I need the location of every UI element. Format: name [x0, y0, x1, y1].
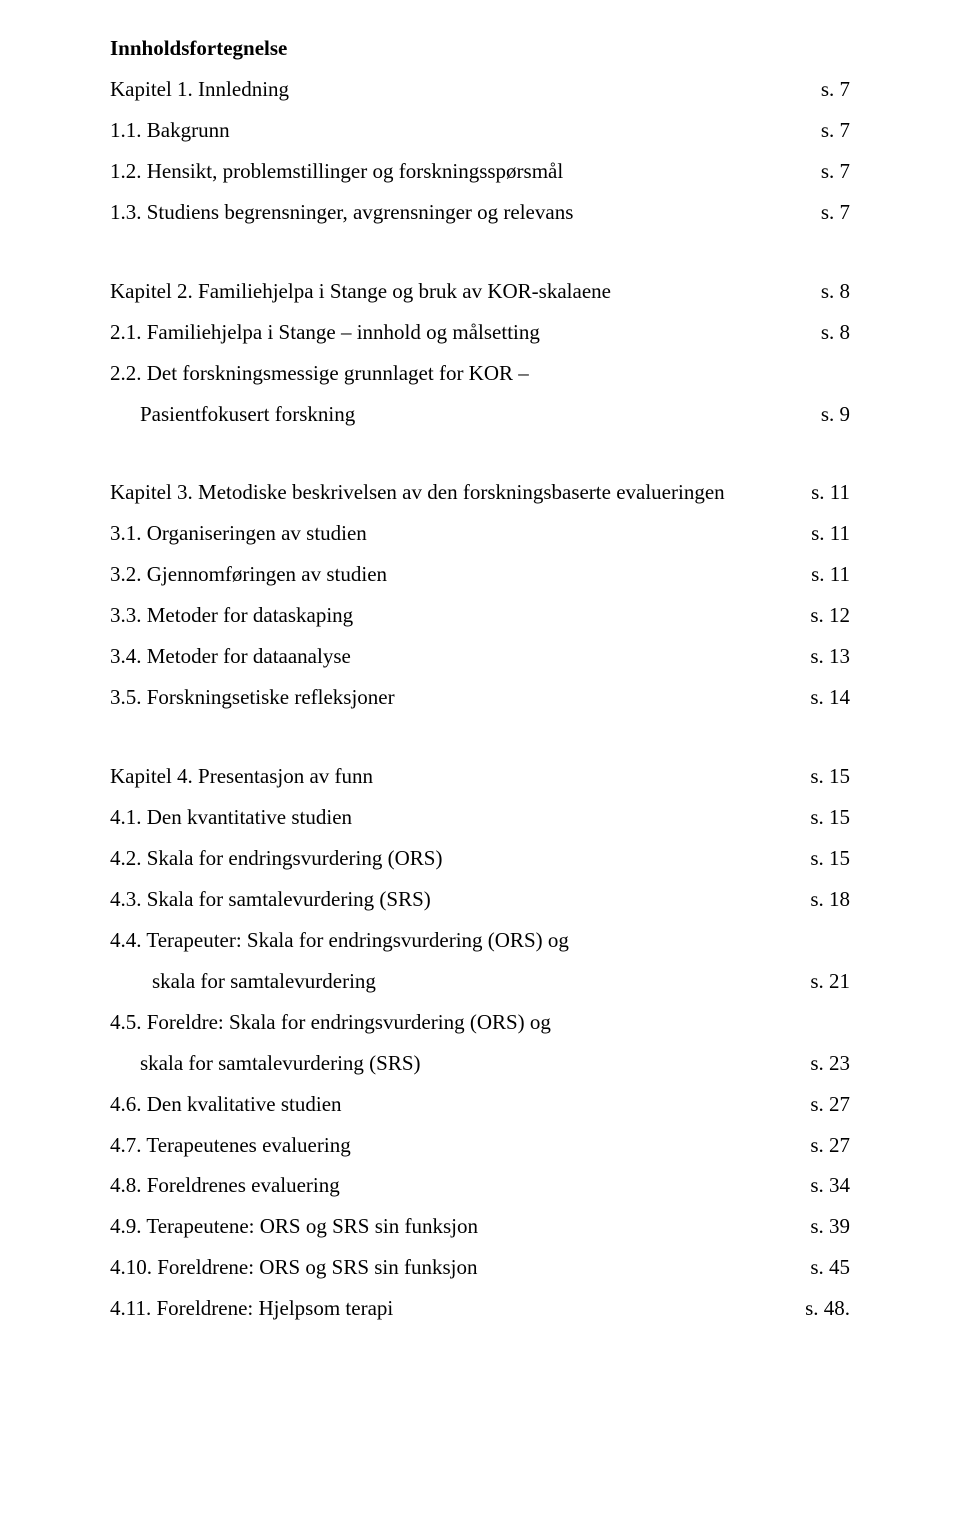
toc-page: s. 11: [811, 513, 850, 554]
toc-row: 4.3. Skala for samtalevurdering (SRS) s.…: [110, 879, 850, 920]
toc-row: 4.10. Foreldrene: ORS og SRS sin funksjo…: [110, 1247, 850, 1288]
toc-label: Kapitel 3. Metodiske beskrivelsen av den…: [110, 472, 811, 513]
toc-page: s. 9: [821, 394, 850, 435]
toc-row: 3.4. Metoder for dataanalyse s. 13: [110, 636, 850, 677]
toc-row: 3.3. Metoder for dataskaping s. 12: [110, 595, 850, 636]
toc-section-3: Kapitel 3. Metodiske beskrivelsen av den…: [110, 472, 850, 718]
toc-row: 4.11. Foreldrene: Hjelpsom terapi s. 48.: [110, 1288, 850, 1329]
toc-row: 4.1. Den kvantitative studien s. 15: [110, 797, 850, 838]
toc-row: 1.2. Hensikt, problemstillinger og forsk…: [110, 151, 850, 192]
toc-page: s. 45: [810, 1247, 850, 1288]
toc-label: 4.6. Den kvalitative studien: [110, 1084, 810, 1125]
toc-row: Kapitel 1. Innledning s. 7: [110, 69, 850, 110]
toc-label: 3.3. Metoder for dataskaping: [110, 595, 810, 636]
toc-label: 4.11. Foreldrene: Hjelpsom terapi: [110, 1288, 805, 1329]
toc-page: s. 48.: [805, 1288, 850, 1329]
toc-label: 4.8. Foreldrenes evaluering: [110, 1165, 810, 1206]
toc-page: s. 15: [810, 797, 850, 838]
toc-label: Kapitel 4. Presentasjon av funn: [110, 756, 810, 797]
toc-row: 3.1. Organiseringen av studien s. 11: [110, 513, 850, 554]
toc-label: 1.3. Studiens begrensninger, avgrensning…: [110, 192, 821, 233]
toc-page: s. 27: [810, 1125, 850, 1166]
toc-section-4: Kapitel 4. Presentasjon av funn s. 15 4.…: [110, 756, 850, 1329]
toc-label: Kapitel 2. Familiehjelpa i Stange og bru…: [110, 271, 821, 312]
toc-row: 4.2. Skala for endringsvurdering (ORS) s…: [110, 838, 850, 879]
toc-row: 4.9. Terapeutene: ORS og SRS sin funksjo…: [110, 1206, 850, 1247]
toc-label: 2.1. Familiehjelpa i Stange – innhold og…: [110, 312, 821, 353]
toc-label: 4.2. Skala for endringsvurdering (ORS): [110, 838, 810, 879]
toc-title: Innholdsfortegnelse: [110, 28, 850, 69]
toc-page: s. 14: [810, 677, 850, 718]
toc-row: Kapitel 3. Metodiske beskrivelsen av den…: [110, 472, 850, 513]
toc-page: s. 21: [810, 961, 850, 1002]
toc-page: s. 15: [810, 838, 850, 879]
toc-page: s. 11: [811, 472, 850, 513]
toc-label: skala for samtalevurdering: [110, 961, 810, 1002]
toc-page: s. 15: [810, 756, 850, 797]
document-page: Innholdsfortegnelse Kapitel 1. Innlednin…: [0, 0, 960, 1516]
toc-page: s. 7: [821, 151, 850, 192]
toc-label: 3.2. Gjennomføringen av studien: [110, 554, 811, 595]
toc-row: Kapitel 2. Familiehjelpa i Stange og bru…: [110, 271, 850, 312]
toc-row: 4.8. Foreldrenes evaluering s. 34: [110, 1165, 850, 1206]
toc-row: 4.5. Foreldre: Skala for endringsvurderi…: [110, 1002, 850, 1043]
toc-label: 4.1. Den kvantitative studien: [110, 797, 810, 838]
toc-row: skala for samtalevurdering (SRS) s. 23: [110, 1043, 850, 1084]
toc-row: 2.2. Det forskningsmessige grunnlaget fo…: [110, 353, 850, 394]
toc-page: s. 7: [821, 110, 850, 151]
toc-label: 4.5. Foreldre: Skala for endringsvurderi…: [110, 1002, 850, 1043]
toc-page: s. 39: [810, 1206, 850, 1247]
toc-label: 4.10. Foreldrene: ORS og SRS sin funksjo…: [110, 1247, 810, 1288]
toc-page: s. 7: [821, 192, 850, 233]
toc-row: Pasientfokusert forskning s. 9: [110, 394, 850, 435]
toc-row: Kapitel 4. Presentasjon av funn s. 15: [110, 756, 850, 797]
toc-row: 2.1. Familiehjelpa i Stange – innhold og…: [110, 312, 850, 353]
toc-page: s. 11: [811, 554, 850, 595]
toc-label: 4.4. Terapeuter: Skala for endringsvurde…: [110, 920, 850, 961]
toc-row: 4.4. Terapeuter: Skala for endringsvurde…: [110, 920, 850, 961]
toc-row: 1.3. Studiens begrensninger, avgrensning…: [110, 192, 850, 233]
toc-section-2: Kapitel 2. Familiehjelpa i Stange og bru…: [110, 271, 850, 435]
toc-page: s. 13: [810, 636, 850, 677]
toc-label: Pasientfokusert forskning: [110, 394, 821, 435]
toc-label: skala for samtalevurdering (SRS): [110, 1043, 810, 1084]
toc-row: 4.7. Terapeutenes evaluering s. 27: [110, 1125, 850, 1166]
toc-label: 3.5. Forskningsetiske refleksjoner: [110, 677, 810, 718]
toc-label: 4.7. Terapeutenes evaluering: [110, 1125, 810, 1166]
toc-page: s. 23: [810, 1043, 850, 1084]
toc-row: skala for samtalevurdering s. 21: [110, 961, 850, 1002]
toc-label: Kapitel 1. Innledning: [110, 69, 821, 110]
toc-row: 3.2. Gjennomføringen av studien s. 11: [110, 554, 850, 595]
toc-label: 2.2. Det forskningsmessige grunnlaget fo…: [110, 353, 850, 394]
toc-label: 4.3. Skala for samtalevurdering (SRS): [110, 879, 810, 920]
toc-label: 1.1. Bakgrunn: [110, 110, 821, 151]
toc-page: s. 8: [821, 312, 850, 353]
toc-page: s. 8: [821, 271, 850, 312]
toc-section-1: Kapitel 1. Innledning s. 7 1.1. Bakgrunn…: [110, 69, 850, 233]
toc-label: 3.4. Metoder for dataanalyse: [110, 636, 810, 677]
toc-page: s. 7: [821, 69, 850, 110]
toc-row: 4.6. Den kvalitative studien s. 27: [110, 1084, 850, 1125]
toc-label: 4.9. Terapeutene: ORS og SRS sin funksjo…: [110, 1206, 810, 1247]
toc-page: s. 27: [810, 1084, 850, 1125]
toc-page: s. 34: [810, 1165, 850, 1206]
toc-page: s. 12: [810, 595, 850, 636]
toc-label: 1.2. Hensikt, problemstillinger og forsk…: [110, 151, 821, 192]
toc-page: s. 18: [810, 879, 850, 920]
toc-row: 3.5. Forskningsetiske refleksjoner s. 14: [110, 677, 850, 718]
toc-label: 3.1. Organiseringen av studien: [110, 513, 811, 554]
toc-row: 1.1. Bakgrunn s. 7: [110, 110, 850, 151]
